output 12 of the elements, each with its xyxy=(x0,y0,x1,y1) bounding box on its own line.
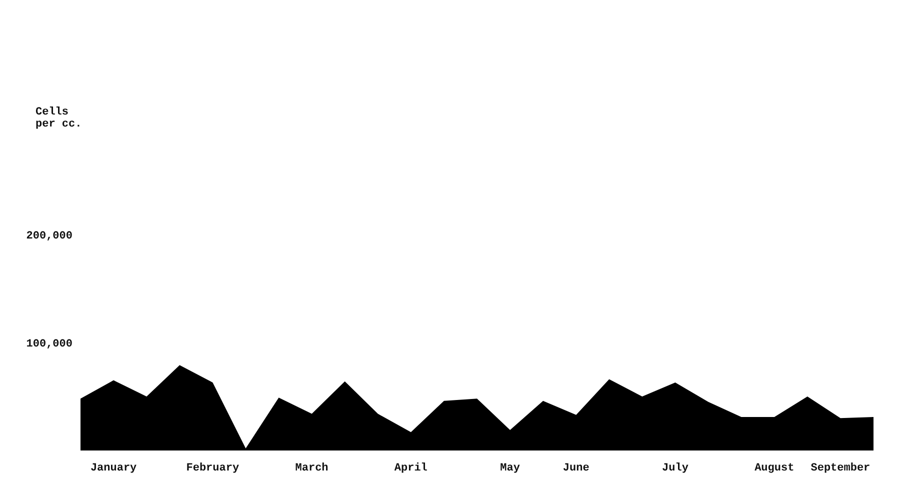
x-tick-label: March xyxy=(295,462,328,474)
x-tick-label: August xyxy=(754,462,794,474)
y-tick-label: 100,000 xyxy=(26,338,73,350)
x-tick-label: May xyxy=(500,462,520,474)
x-tick-label: June xyxy=(562,462,590,474)
x-tick-label: September xyxy=(810,462,870,474)
x-tick-label: February xyxy=(186,462,240,474)
y-tick-label: 200,000 xyxy=(26,230,73,242)
x-tick-label: April xyxy=(394,462,428,474)
x-tick-label: July xyxy=(662,462,689,474)
text: Cells per cc. xyxy=(36,106,82,130)
x-tick-label: January xyxy=(90,462,138,474)
